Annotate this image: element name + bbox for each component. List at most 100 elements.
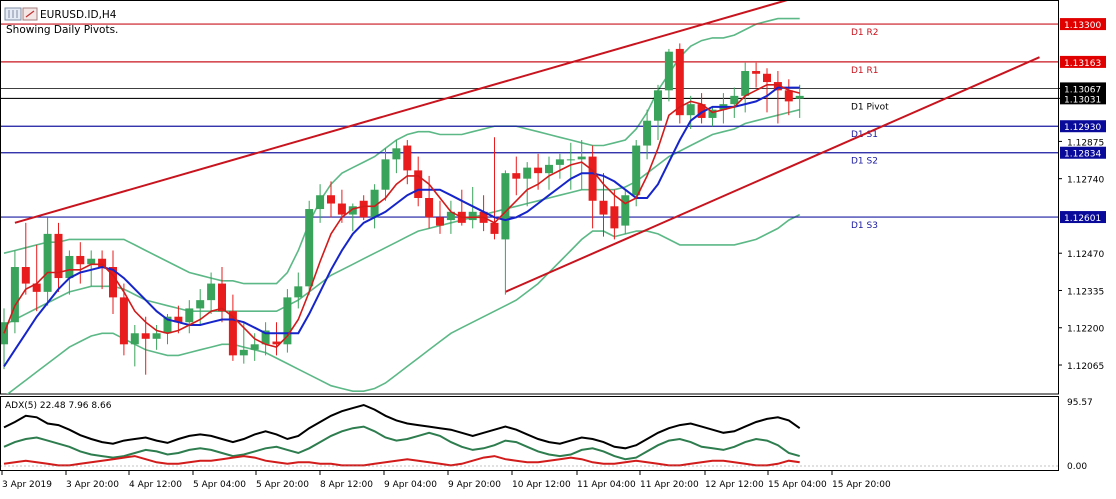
candle[interactable]: [632, 140, 641, 207]
price-pane[interactable]: D1 R2 D1 R1 D1 Pivot D1 S1 D1 S2 D1 S3 1.13067…: [0, 0, 1106, 397]
candle-body: [21, 267, 30, 284]
candle[interactable]: [784, 79, 793, 116]
price-plot-area: D1 R2 D1 R1 D1 Pivot D1 S1 D1 S2 D1 S3: [1, 0, 1058, 394]
candle-body: [752, 71, 761, 74]
time-tick-label: 9 Apr 04:00: [384, 480, 437, 490]
candle[interactable]: [130, 324, 139, 367]
candle[interactable]: [152, 324, 161, 350]
candle[interactable]: [109, 250, 117, 314]
candle[interactable]: [664, 48, 673, 102]
candle[interactable]: [305, 200, 314, 295]
candle[interactable]: [566, 142, 575, 190]
adx-pane[interactable]: ADX(5) 22.48 7.96 8.66 95.57 0.00: [0, 396, 1093, 473]
candle[interactable]: [577, 140, 586, 190]
candle[interactable]: [795, 84, 804, 118]
adx-frame: [0, 396, 1059, 471]
candle-body: [468, 211, 477, 221]
candle-body: [109, 267, 117, 298]
candle[interactable]: [501, 170, 510, 295]
candle[interactable]: [65, 250, 74, 295]
candle[interactable]: [207, 272, 216, 314]
price-tick-label: 1.12875: [1067, 138, 1104, 148]
candle[interactable]: [468, 186, 477, 229]
candle[interactable]: [141, 316, 150, 375]
candle-body: [327, 195, 335, 204]
candle[interactable]: [708, 106, 717, 127]
candle[interactable]: [359, 195, 368, 221]
candle[interactable]: [392, 140, 401, 174]
candle[interactable]: [414, 156, 423, 207]
candle-body: [196, 300, 205, 309]
candle-body: [119, 297, 128, 345]
price-frame: [0, 0, 1059, 395]
candle-body: [87, 258, 96, 265]
time-tick-label: 9 Apr 20:00: [448, 480, 501, 490]
candle-body: [316, 195, 325, 210]
candle[interactable]: [54, 222, 63, 292]
adx-tick-label: 0.00: [1067, 462, 1087, 472]
candle-body: [588, 156, 597, 201]
trend-line-upper-channel[interactable]: [14, 0, 800, 224]
candle-body: [708, 109, 717, 118]
candle[interactable]: [283, 289, 292, 353]
candle-body: [185, 308, 194, 323]
candle[interactable]: [87, 250, 96, 287]
candle[interactable]: [272, 322, 281, 356]
candle[interactable]: [98, 250, 107, 290]
candle[interactable]: [545, 156, 553, 190]
trend-line-lower-channel[interactable]: [504, 56, 1040, 293]
candle-body: [686, 104, 695, 116]
candle[interactable]: [763, 68, 771, 113]
candle-body: [381, 159, 390, 190]
candle-body: [632, 145, 641, 196]
candle-body: [228, 311, 237, 356]
candle[interactable]: [185, 300, 194, 334]
candle[interactable]: [294, 272, 303, 309]
candle-body: [566, 159, 575, 161]
candle[interactable]: [610, 189, 619, 240]
candle[interactable]: [381, 148, 390, 201]
candle[interactable]: [261, 322, 270, 356]
candle[interactable]: [21, 222, 30, 295]
candle[interactable]: [43, 217, 52, 306]
candle[interactable]: [621, 189, 630, 234]
candle[interactable]: [327, 181, 335, 218]
time-tick-label: 15 Apr 04:00: [768, 480, 827, 490]
pivot-axis-label-bg: [1060, 211, 1106, 224]
ask-price-label: 1.13067: [1064, 85, 1101, 95]
candle[interactable]: [239, 322, 248, 364]
candle[interactable]: [119, 283, 128, 356]
candle[interactable]: [773, 71, 782, 124]
candle[interactable]: [446, 200, 455, 234]
candle[interactable]: [588, 145, 597, 229]
candle[interactable]: [316, 184, 325, 223]
time-tick-label: 11 Apr 04:00: [577, 480, 636, 490]
candle[interactable]: [730, 87, 739, 118]
candle[interactable]: [697, 93, 706, 124]
candle[interactable]: [752, 62, 761, 88]
candle[interactable]: [174, 305, 183, 334]
candle[interactable]: [643, 109, 652, 160]
candle[interactable]: [10, 250, 19, 334]
time-tick-label: 4 Apr 12:00: [129, 480, 182, 490]
candle[interactable]: [228, 294, 237, 361]
pivot-axis-label: 1.13300: [1064, 21, 1101, 31]
candle[interactable]: [523, 162, 532, 207]
candle[interactable]: [654, 84, 662, 141]
candle[interactable]: [348, 203, 357, 232]
candle[interactable]: [436, 200, 444, 234]
candle-body: [773, 82, 782, 91]
candle-body: [654, 90, 662, 121]
candle[interactable]: [218, 267, 226, 323]
time-tick-label: 10 Apr 12:00: [512, 480, 571, 490]
candle-body: [43, 233, 52, 292]
candle[interactable]: [555, 153, 564, 179]
candle[interactable]: [512, 156, 521, 196]
candle-body: [152, 333, 161, 339]
pivot-label: D1 S3: [851, 221, 878, 231]
time-axis: 3 Apr 2019 3 Apr 20:00 4 Apr 12:00 5 Apr 04…: [1, 471, 891, 490]
candle[interactable]: [76, 242, 85, 284]
candle[interactable]: [675, 43, 684, 124]
candle[interactable]: [32, 244, 41, 312]
